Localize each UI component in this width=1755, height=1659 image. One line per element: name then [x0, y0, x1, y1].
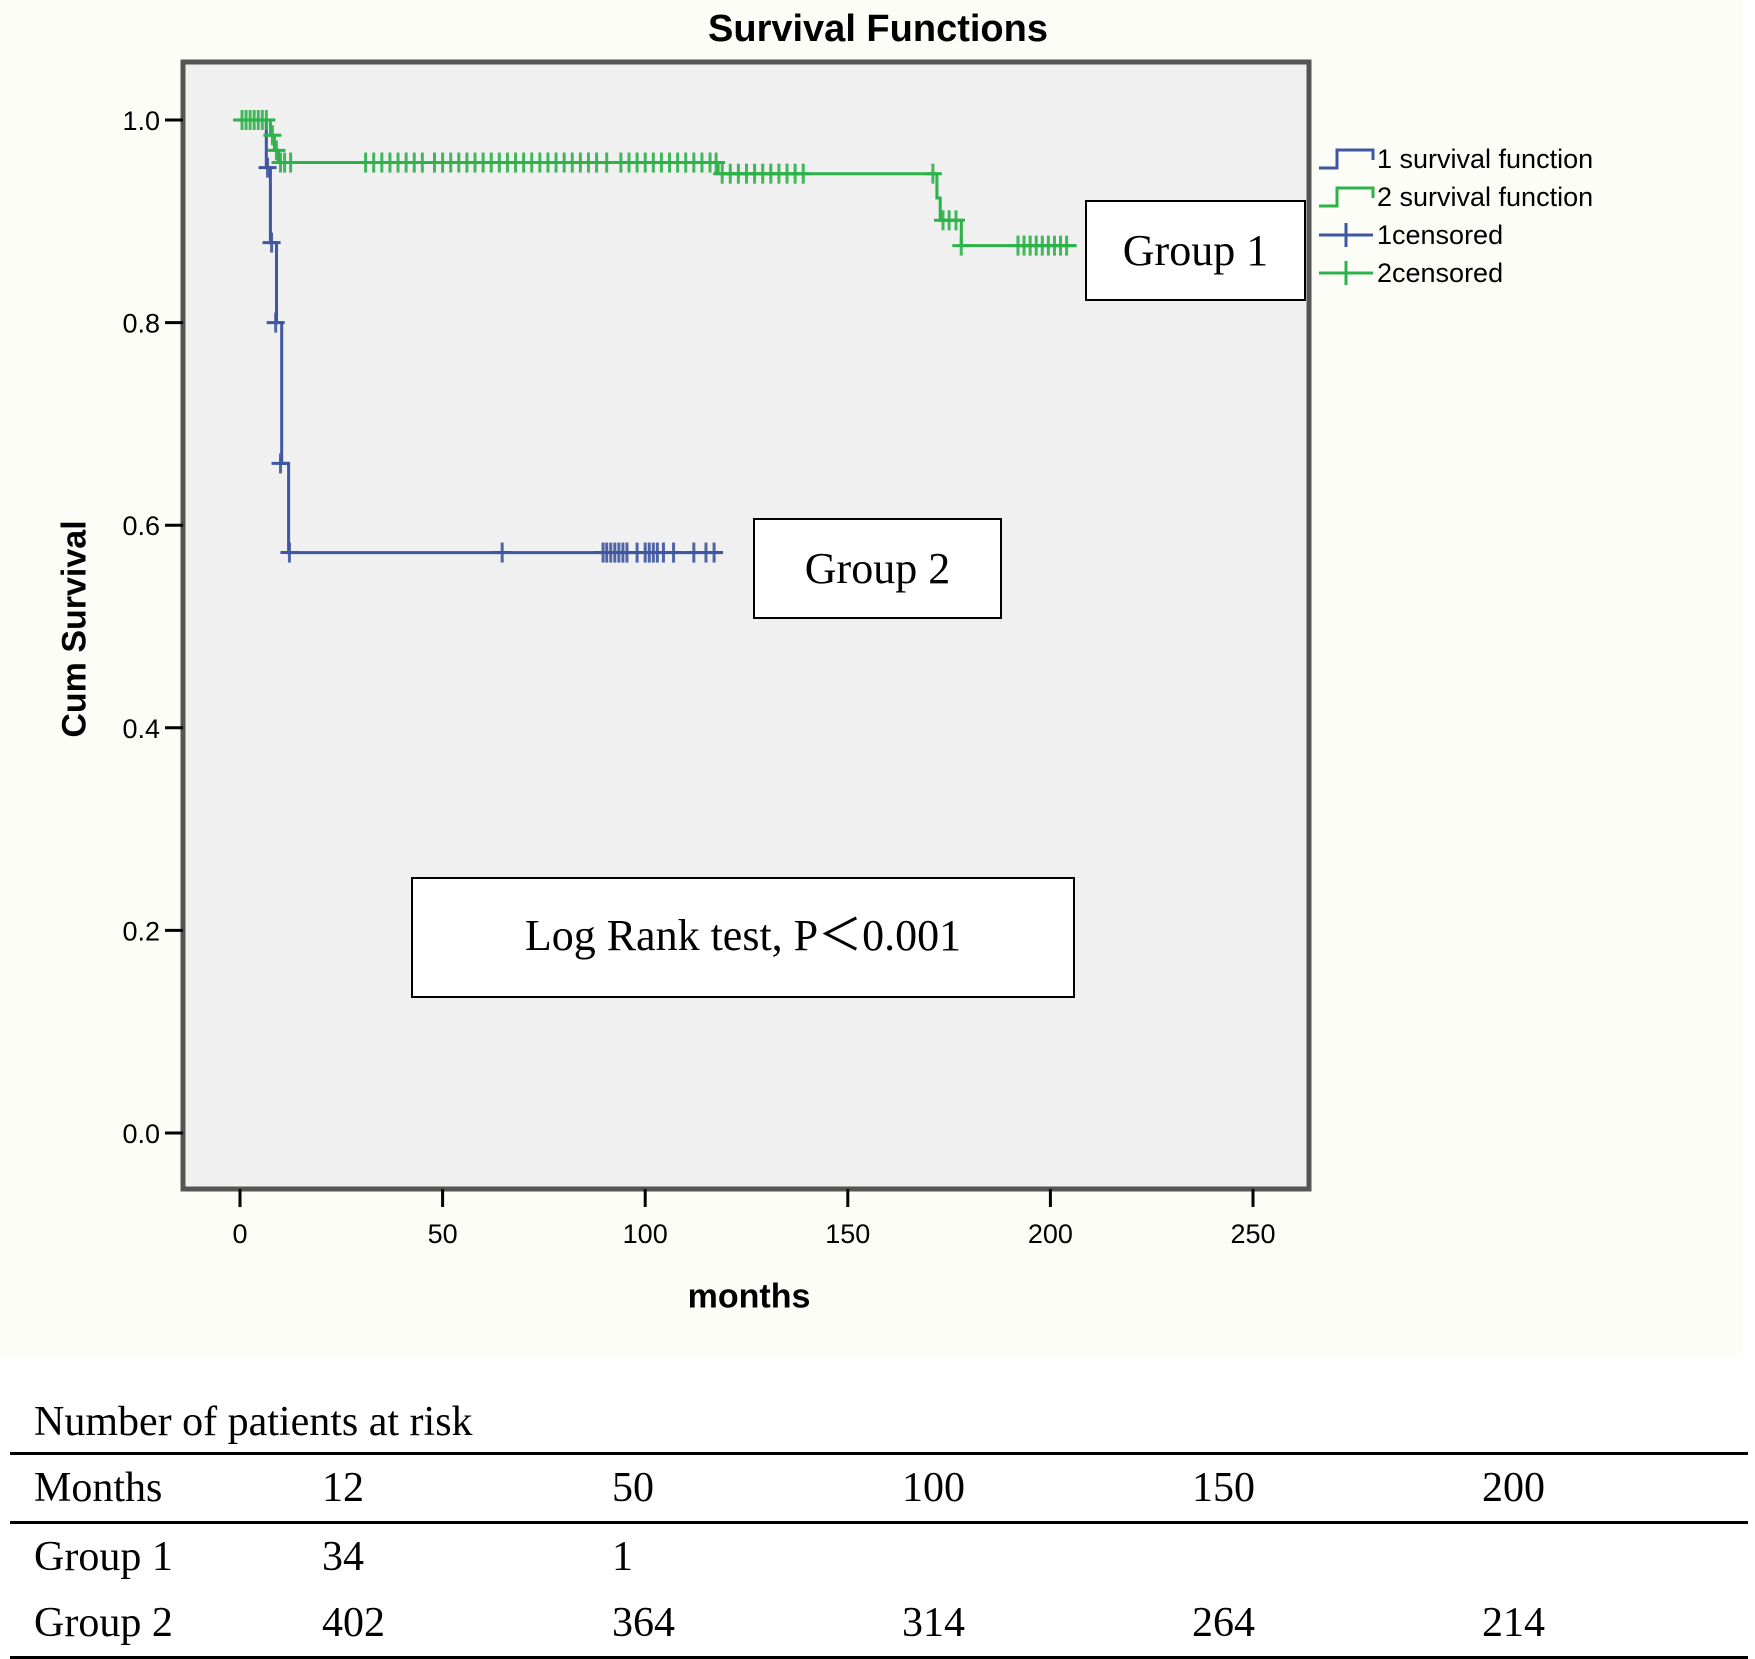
series-group-2	[240, 118, 724, 563]
table-row: Group 1 34 1	[10, 1523, 1748, 1591]
table-cell: 34	[322, 1534, 364, 1580]
header-cell: Months	[10, 1452, 298, 1524]
y-axis: 0.0 0.2 0.4 0.6 0.8 1.0	[122, 106, 183, 1149]
legend-item-2-survival: 2 survival function	[1319, 178, 1593, 216]
group2-annotation: Group 2	[753, 518, 1002, 619]
row-label: Group 1	[34, 1534, 173, 1580]
cross-marker-icon	[1319, 223, 1373, 247]
legend-item-1-censored: 1censored	[1319, 216, 1593, 254]
logrank-annotation: Log Rank test, P＜0.001	[411, 877, 1075, 998]
risk-table-header: Months 12 50 100 150 200	[10, 1452, 1748, 1524]
header-cell: 200	[1458, 1452, 1748, 1524]
table-cell	[1458, 1523, 1748, 1591]
chart-title: Survival Functions	[708, 8, 1048, 50]
series-group-1	[233, 110, 1077, 256]
table-cell: 402	[298, 1590, 588, 1659]
risk-table-caption: Number of patients at risk	[34, 1399, 473, 1445]
table-cell: 264	[1168, 1590, 1458, 1659]
cross-marker-icon	[1319, 261, 1373, 285]
legend: 1 survival function 2 survival function …	[1319, 140, 1593, 292]
y-tick-label: 0.2	[122, 916, 160, 946]
x-tick-label: 0	[232, 1219, 247, 1249]
legend-label: 2censored	[1377, 257, 1504, 288]
header-cell: 12	[298, 1452, 588, 1524]
header-cell: 100	[878, 1452, 1168, 1524]
y-tick-label: 0.0	[122, 1119, 160, 1149]
y-tick-label: 0.4	[122, 714, 160, 744]
step-line-icon	[1319, 148, 1375, 170]
x-axis-label: months	[687, 1277, 811, 1316]
risk-table: Months 12 50 100 150 200 Group 1 34 1 Gr…	[10, 1452, 1748, 1659]
table-cell: 314	[878, 1590, 1168, 1659]
legend-item-2-censored: 2censored	[1319, 254, 1593, 292]
legend-label: 2 survival function	[1377, 181, 1594, 212]
group1-annotation: Group 1	[1085, 200, 1306, 301]
x-tick-label: 200	[1028, 1219, 1073, 1249]
y-axis-label: Cum Survival	[55, 520, 94, 738]
header-cell: 150	[1168, 1452, 1458, 1524]
table-row: Group 2 402 364 314 264 214	[10, 1590, 1748, 1659]
table-cell: 1	[612, 1534, 633, 1580]
step-line-icon	[1319, 186, 1375, 208]
legend-label: 1 survival function	[1377, 143, 1594, 174]
x-tick-label: 100	[623, 1219, 668, 1249]
y-tick-label: 1.0	[122, 106, 160, 136]
series-layer	[233, 110, 1077, 563]
table-cell: 214	[1458, 1590, 1748, 1659]
header-cell: 50	[588, 1452, 878, 1524]
x-tick-label: 250	[1230, 1219, 1275, 1249]
y-tick-label: 0.6	[122, 511, 160, 541]
table-cell: 364	[588, 1590, 878, 1659]
x-axis: 0 50 100 150 200 250	[232, 1189, 1276, 1249]
legend-label: 1censored	[1377, 219, 1504, 250]
table-cell	[878, 1523, 1168, 1591]
table-cell	[1168, 1523, 1458, 1591]
legend-item-1-survival: 1 survival function	[1319, 140, 1593, 178]
row-label: Group 2	[10, 1590, 298, 1659]
x-tick-label: 50	[428, 1219, 458, 1249]
x-tick-label: 150	[825, 1219, 870, 1249]
y-tick-label: 0.8	[122, 309, 160, 339]
